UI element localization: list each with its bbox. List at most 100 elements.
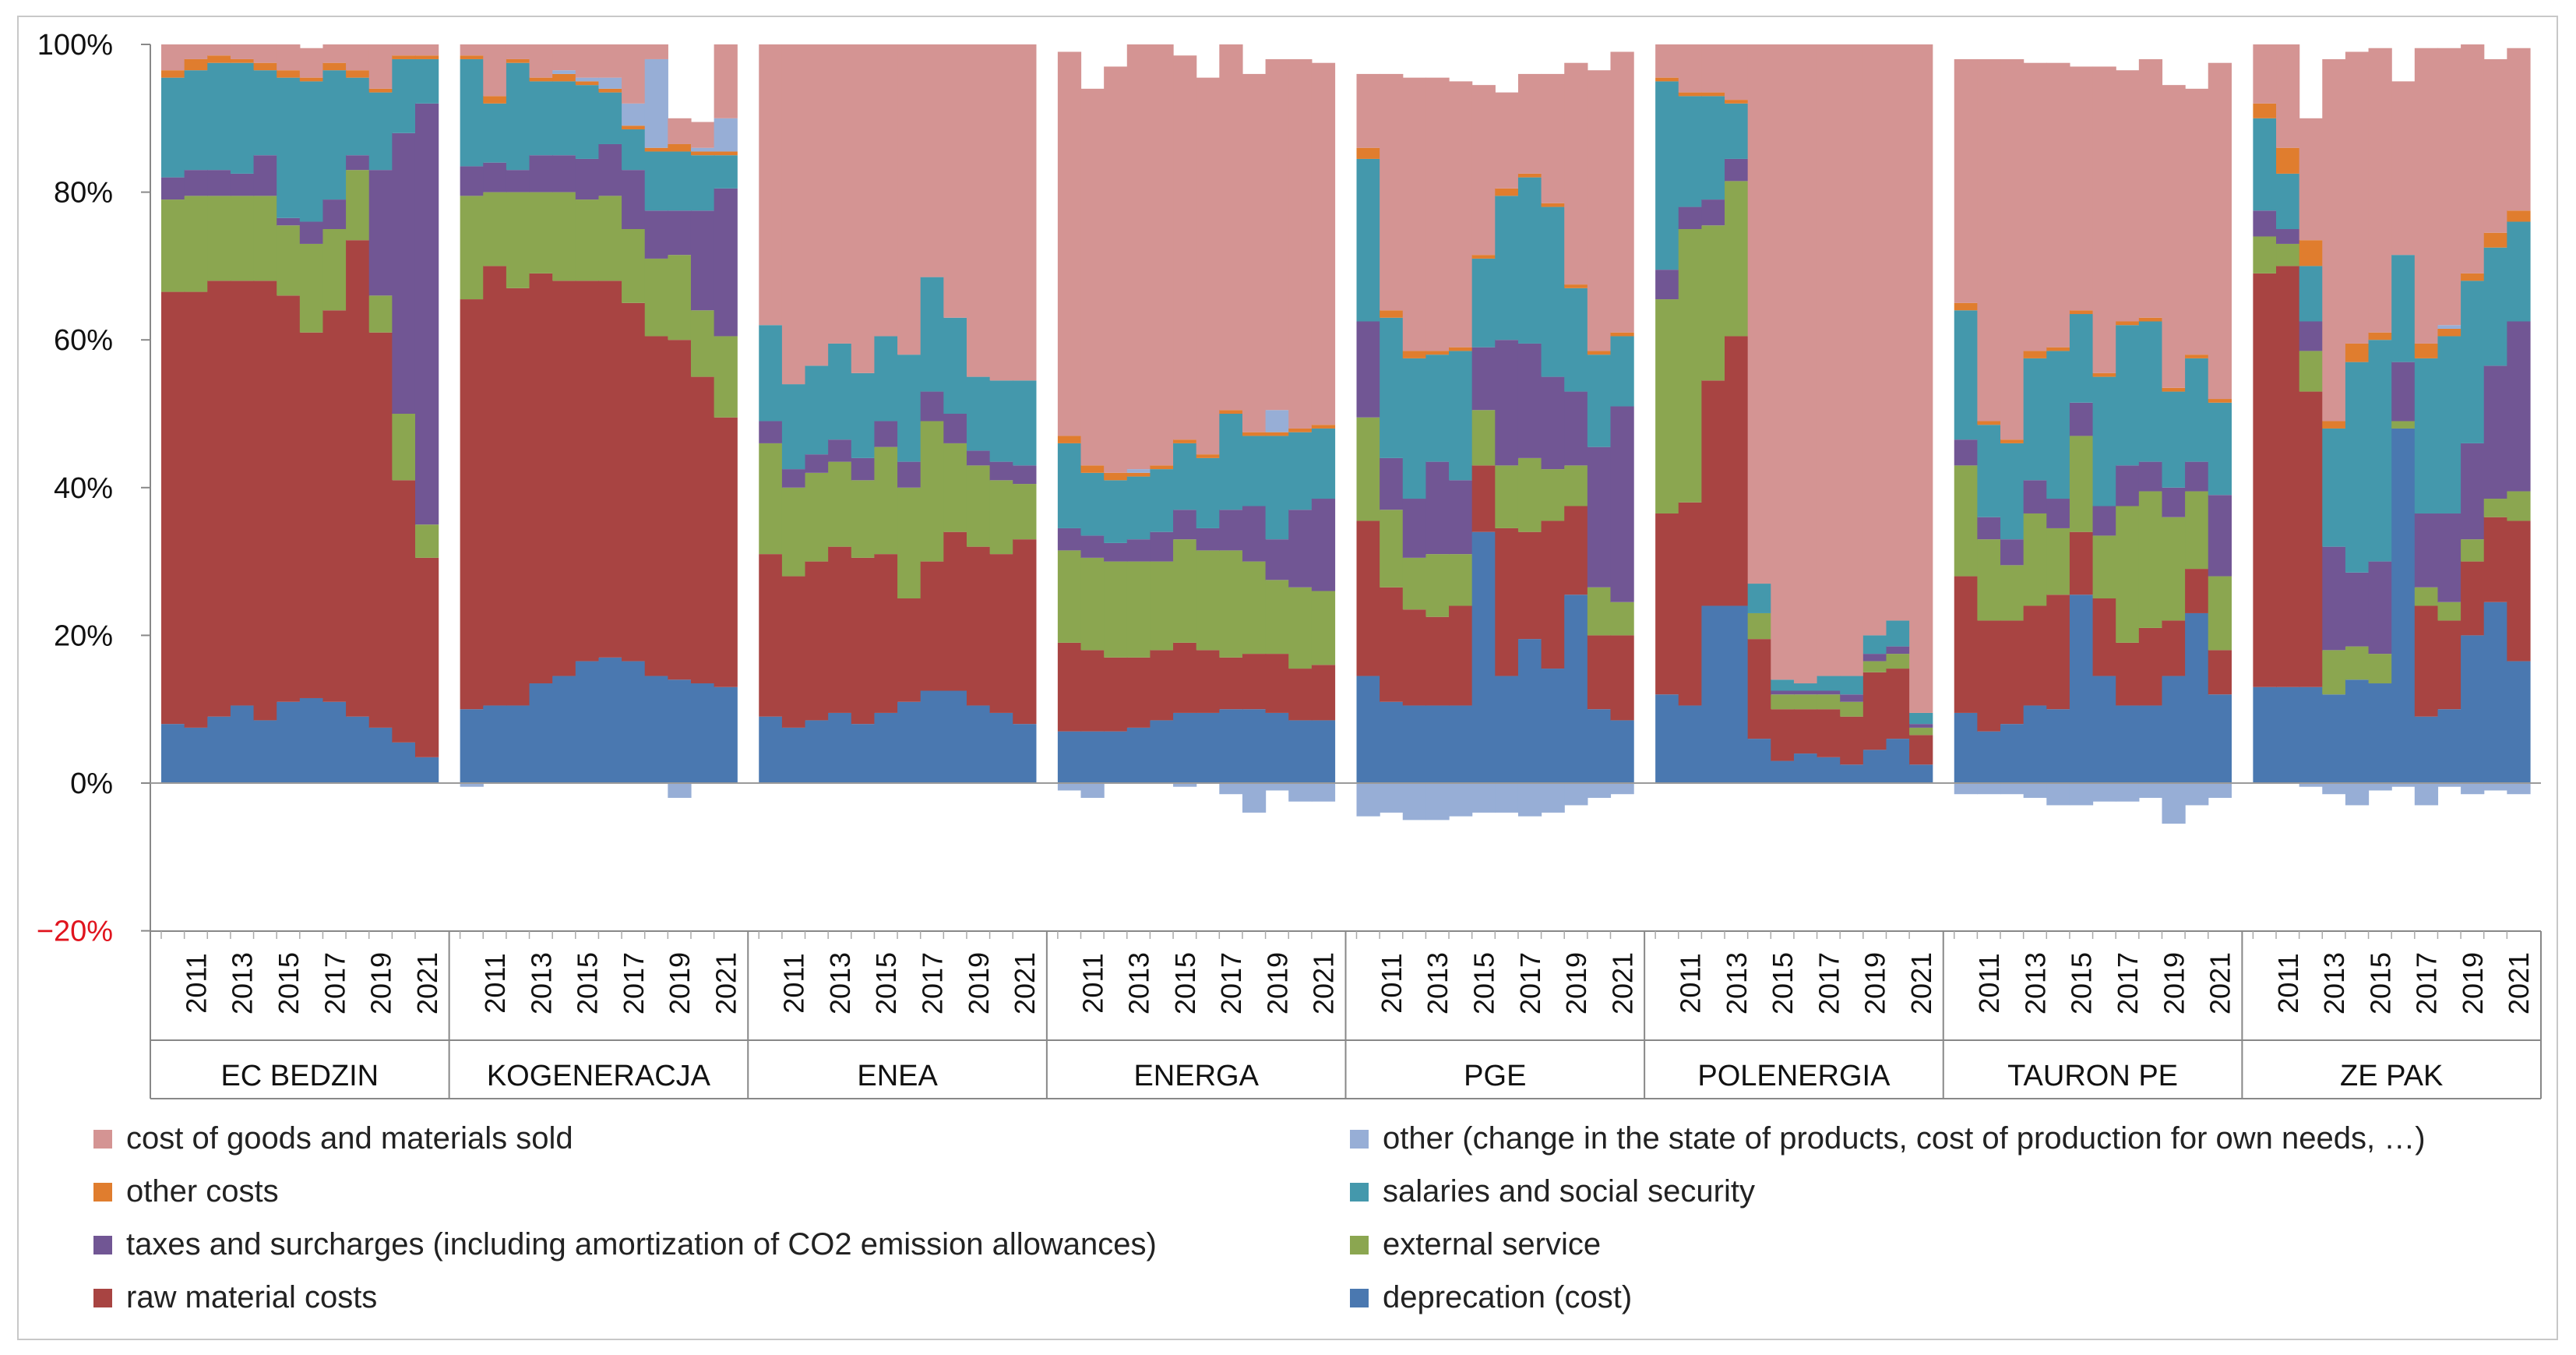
bar-segment-dep (2046, 709, 2070, 783)
bar-segment-sal (552, 81, 576, 156)
bar-segment-raw (644, 336, 668, 676)
bar-segment-raw (668, 340, 692, 680)
bar-segment-sal (2138, 321, 2163, 462)
bar-segment-sal (2162, 391, 2186, 488)
bar-segment-tax (1977, 517, 2001, 540)
bar-segment-raw (1954, 576, 1978, 713)
bar-segment-raw (1219, 657, 1243, 710)
bar-segment-sal (483, 103, 507, 163)
bar-segment-cogs (2092, 66, 2116, 373)
bar-segment-cogs (874, 44, 898, 337)
bar-segment-oth (1655, 77, 1679, 82)
bar-segment-oth (2461, 273, 2485, 281)
bar-segment-ext (277, 225, 301, 296)
bar-segment-ext (2023, 513, 2047, 606)
bar-segment-tax (1701, 199, 1725, 226)
bar-segment-negative (1954, 783, 1978, 795)
bar-segment-tax (759, 421, 783, 443)
bar-segment-dep (230, 705, 255, 783)
legend-label-tax: taxes and surcharges (including amortiza… (126, 1227, 1157, 1261)
bar-segment-negative (1219, 783, 1243, 795)
bar-segment-cogs (828, 44, 852, 344)
bar-segment-raw (1449, 605, 1473, 706)
bar-segment-oth (622, 125, 646, 130)
bar-segment-ext (1541, 469, 1565, 521)
bar-segment-tax (1126, 539, 1151, 562)
bar-segment-tax (2046, 499, 2070, 528)
bar-segment-cogs (2000, 58, 2025, 440)
x-tick-label: 2019 (2158, 952, 2190, 1014)
bar-segment-cogs (2437, 48, 2461, 326)
bar-segment-tax (943, 414, 967, 443)
bar-segment-oth (1610, 332, 1634, 337)
bar-segment-sal (1954, 310, 1978, 440)
bar-segment-dep (1104, 731, 1128, 783)
bar-segment-oth (207, 55, 231, 63)
bar-segment-ext (2208, 576, 2232, 651)
bar-segment-cogs (1425, 77, 1450, 351)
bar-segment-tax (1725, 158, 1749, 182)
bar-segment-ext (759, 443, 783, 555)
bar-segment-oth (1564, 284, 1588, 288)
bar-segment-negative (1587, 783, 1612, 798)
bar-segment-chg (690, 147, 715, 152)
bar-segment-sal (414, 58, 439, 104)
bar-segment-tax (2162, 487, 2186, 517)
bar-segment-dep (1610, 720, 1634, 783)
bar-segment-cogs (1013, 44, 1037, 381)
bar-segment-cogs (1954, 58, 1978, 303)
bar-segment-negative (1425, 783, 1450, 820)
bar-segment-ext (460, 196, 484, 300)
bar-segment-oth (2185, 355, 2209, 358)
bar-segment-cogs (2023, 62, 2047, 351)
bar-segment-dep (2345, 679, 2370, 783)
group-label: ENERGA (1133, 1060, 1259, 1092)
y-tick-label: 40% (54, 472, 113, 505)
bar-segment-tax (207, 170, 231, 196)
bar-segment-dep (1196, 712, 1220, 783)
bar-segment-ext (1886, 654, 1910, 669)
bar-segment-tax (2276, 229, 2300, 244)
bar-segment-dep (1219, 709, 1243, 783)
bar-segment-negative (2322, 783, 2346, 795)
bar-segment-cogs (575, 44, 600, 78)
bar-segment-raw (1862, 672, 1887, 750)
bar-segment-ext (368, 295, 393, 333)
bar-segment-oth (1356, 147, 1380, 159)
bar-segment-cogs (943, 44, 967, 318)
bar-segment-cogs (1587, 70, 1612, 351)
bar-segment-raw (874, 554, 898, 713)
bar-segment-cogs (230, 44, 255, 59)
bar-segment-sal (1449, 351, 1473, 481)
bar-segment-ext (1747, 612, 1771, 640)
bar-segment-ext (2368, 654, 2392, 684)
bar-segment-tax (1610, 406, 1634, 602)
bar-segment-oth (1425, 351, 1450, 355)
bar-segment-cogs (1265, 58, 1289, 411)
bar-segment-ext (1150, 561, 1174, 651)
x-tick-label: 2011 (1077, 953, 1108, 1013)
bar-segment-oth (1541, 203, 1565, 207)
bar-segment-ext (1402, 557, 1427, 610)
bar-segment-ext (1449, 554, 1473, 606)
bar-segment-tax (851, 457, 876, 481)
bar-segment-tax (1057, 528, 1082, 551)
bar-segment-raw (2116, 642, 2140, 706)
bar-segment-sal (2208, 402, 2232, 496)
bar-segment-oth (1449, 347, 1473, 351)
bar-segment-raw (1288, 669, 1313, 721)
bar-segment-oth (1380, 310, 1404, 318)
bar-segment-cogs (253, 44, 277, 63)
bar-segment-cogs (368, 44, 393, 89)
bar-segment-raw (207, 281, 231, 717)
bar-segment-raw (1840, 716, 1864, 765)
legend-swatch-cogs (93, 1130, 112, 1149)
bar-segment-dep (2069, 595, 2094, 783)
bar-segment-oth (2208, 399, 2232, 403)
bar-segment-ext (1564, 465, 1588, 506)
bar-segment-tax (1288, 510, 1313, 588)
bar-segment-ext (897, 487, 922, 598)
bar-segment-negative (1449, 783, 1473, 817)
bar-segment-dep (506, 705, 530, 783)
bar-segment-raw (1655, 513, 1679, 695)
